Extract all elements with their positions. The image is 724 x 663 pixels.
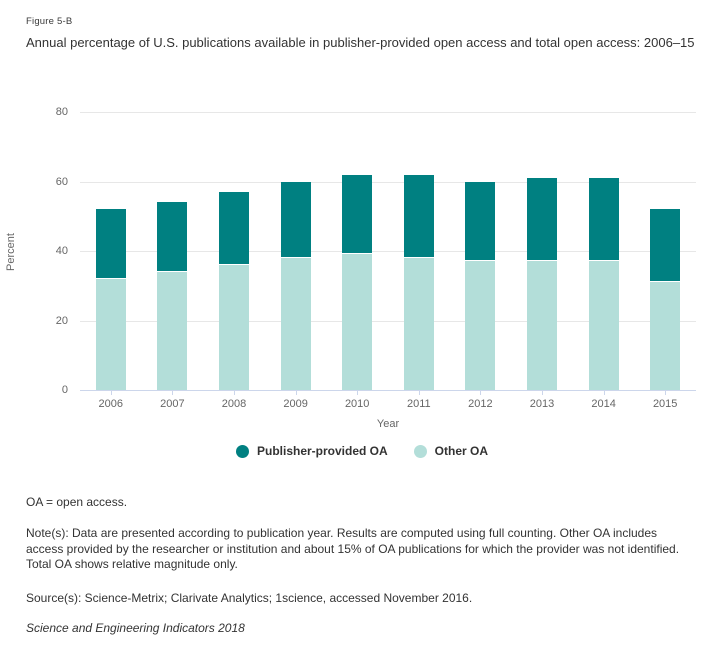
figure-label: Figure 5-B bbox=[26, 16, 73, 27]
x-axis-title: Year bbox=[376, 418, 400, 430]
bar-2006-other-oa bbox=[95, 278, 126, 390]
x-tick-label-2014: 2014 bbox=[591, 398, 616, 410]
y-tick-label-60: 60 bbox=[55, 175, 68, 188]
bar-2010-publisher-provided-oa bbox=[342, 174, 373, 254]
gridline-20 bbox=[80, 320, 696, 322]
publication-credit: Science and Engineering Indicators 2018 bbox=[26, 620, 245, 635]
chart-legend: Publisher-provided OA Other OA bbox=[0, 444, 724, 458]
x-tick-2015 bbox=[665, 390, 667, 395]
x-tick-label-2006: 2006 bbox=[98, 398, 124, 410]
bar-2008-publisher-provided-oa bbox=[219, 191, 249, 264]
stacked-bar-chart: Percent 0 20 40 60 80 2006 2007 2008 2009 2010 20… bbox=[0, 100, 724, 465]
x-tick-label-2009: 2009 bbox=[283, 398, 308, 410]
x-tick-2009 bbox=[295, 390, 297, 395]
legend-marker-icon bbox=[413, 444, 427, 458]
bar-2012-publisher-provided-oa bbox=[465, 181, 496, 261]
bar-2006-publisher-provided-oa bbox=[95, 209, 126, 278]
x-axis-line bbox=[80, 390, 696, 391]
x-tick-label-2015: 2015 bbox=[652, 398, 678, 410]
y-axis-title: Percent bbox=[5, 233, 17, 271]
y-tick-label-80: 80 bbox=[55, 106, 68, 118]
bar-2015-other-oa bbox=[650, 282, 681, 390]
legend-label: Other OA bbox=[434, 444, 489, 458]
bar-2011-publisher-provided-oa bbox=[403, 174, 434, 257]
bar-2014-other-oa bbox=[588, 261, 619, 390]
x-tick-2012 bbox=[480, 390, 482, 395]
gridline-60 bbox=[80, 181, 696, 183]
source-note: Source(s): Science-Metrix; Clarivate Ana… bbox=[26, 590, 473, 605]
x-tick-label-2007: 2007 bbox=[160, 398, 185, 410]
bar-2014-publisher-provided-oa bbox=[588, 178, 619, 261]
x-tick-2006 bbox=[110, 390, 112, 395]
x-tick-2010 bbox=[357, 390, 359, 395]
legend-marker-icon bbox=[235, 444, 249, 458]
plot-area bbox=[80, 112, 696, 391]
legend-item-other-oa: Other OA bbox=[413, 444, 489, 458]
abbreviation-note: OA = open access. bbox=[26, 495, 128, 509]
bar-2007-other-oa bbox=[157, 271, 188, 390]
x-tick-2014 bbox=[603, 390, 605, 395]
bar-2009-other-oa bbox=[280, 257, 311, 390]
notes-paragraph: Note(s): Data are presented according to… bbox=[26, 526, 680, 571]
bar-2011-other-oa bbox=[403, 257, 434, 390]
bar-2010-other-oa bbox=[342, 254, 373, 390]
bar-2013-publisher-provided-oa bbox=[527, 178, 557, 261]
x-tick-label-2013: 2013 bbox=[529, 398, 555, 410]
x-tick-2011 bbox=[418, 390, 420, 395]
bar-2007-publisher-provided-oa bbox=[157, 202, 188, 271]
y-tick-label-0: 0 bbox=[61, 384, 68, 396]
x-tick-label-2012: 2012 bbox=[468, 398, 493, 410]
figure-notes: OA = open access. Note(s): Data are pres… bbox=[26, 495, 710, 635]
y-tick-label-20: 20 bbox=[55, 314, 68, 327]
bar-2012-other-oa bbox=[465, 261, 496, 390]
x-tick-label-2011: 2011 bbox=[406, 398, 431, 410]
figure-title: Annual percentage of U.S. publications a… bbox=[26, 35, 695, 50]
x-tick-label-2010: 2010 bbox=[344, 398, 370, 410]
x-tick-2013 bbox=[542, 390, 543, 395]
x-tick-2007 bbox=[172, 390, 174, 395]
bar-2013-other-oa bbox=[527, 261, 557, 390]
x-tick-label-2008: 2008 bbox=[221, 398, 247, 410]
bar-2008-other-oa bbox=[219, 264, 249, 390]
bar-2009-publisher-provided-oa bbox=[280, 181, 311, 257]
x-tick-2008 bbox=[234, 390, 235, 395]
legend-label: Publisher-provided OA bbox=[256, 444, 388, 458]
legend-item-publisher-provided-oa: Publisher-provided OA bbox=[235, 444, 388, 458]
bar-2015-publisher-provided-oa bbox=[650, 209, 681, 282]
gridline-40 bbox=[80, 251, 696, 252]
gridline-80 bbox=[80, 112, 696, 113]
y-tick-label-40: 40 bbox=[55, 245, 68, 257]
